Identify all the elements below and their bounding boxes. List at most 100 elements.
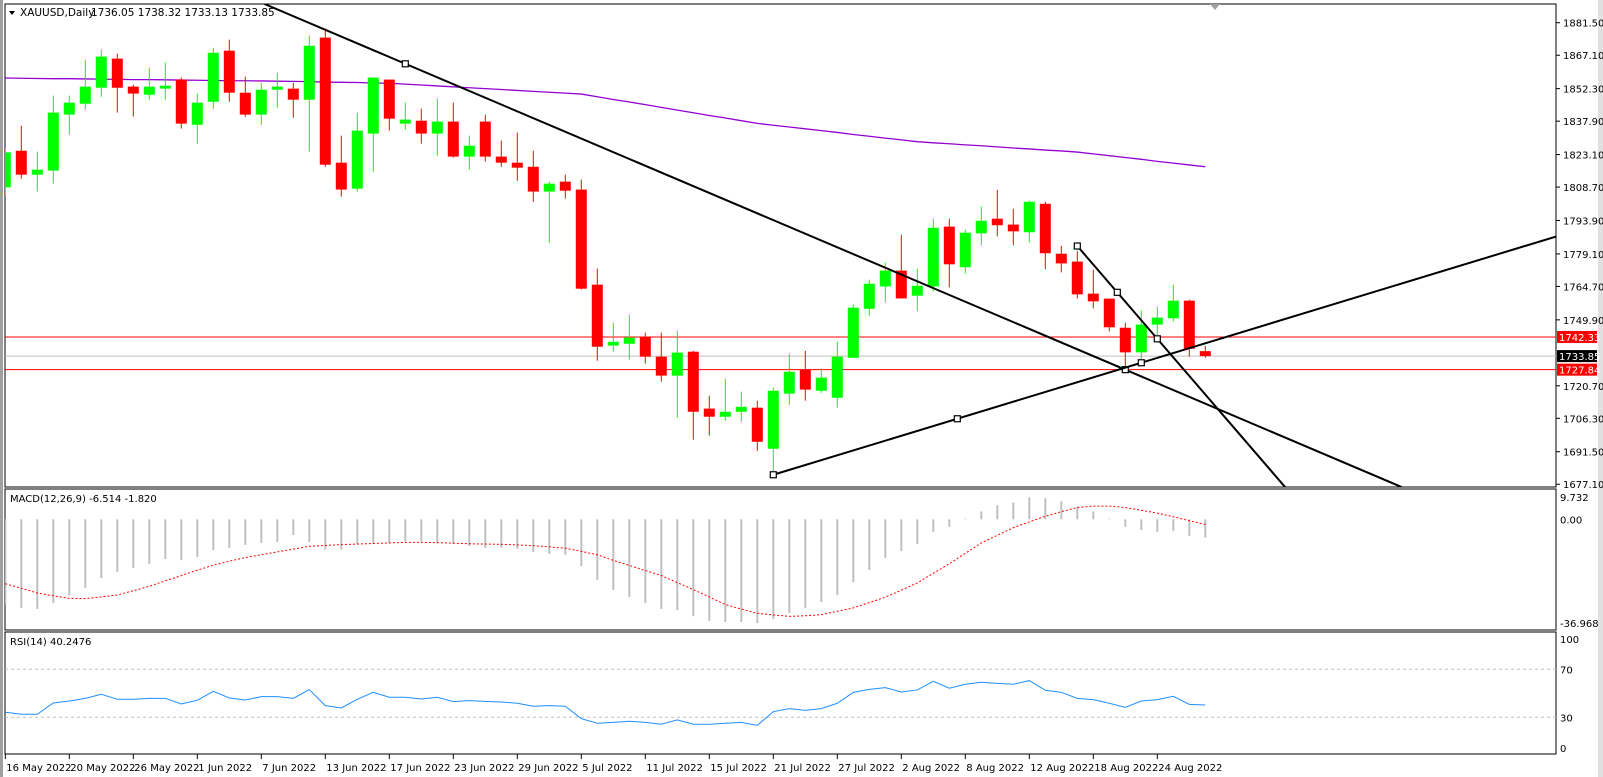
date-tick-label: 29 Jun 2022: [518, 763, 578, 774]
date-tick-label: 8 Aug 2022: [966, 763, 1024, 774]
candle-body: [479, 121, 491, 157]
candle-body: [655, 356, 667, 376]
trendline-anchor-handle[interactable]: [1113, 288, 1121, 296]
candle-body: [1039, 203, 1051, 254]
candle: [415, 108, 427, 144]
price-tick-label: 1720.70: [1563, 382, 1603, 393]
candle: [463, 135, 475, 170]
candle: [591, 268, 603, 361]
price-tick-label: 1691.50: [1563, 448, 1603, 459]
candle-body: [463, 145, 475, 157]
candle-body: [1183, 300, 1195, 349]
window-left-edge: [0, 0, 3, 777]
candle: [159, 62, 171, 100]
candle: [191, 93, 203, 144]
date-tick-label: 21 Jul 2022: [774, 763, 831, 774]
rsi-tick-label: 30: [1560, 713, 1573, 724]
rsi-tick-label: 100: [1560, 635, 1579, 646]
candle-body: [191, 102, 203, 125]
candle-body: [543, 183, 555, 192]
candle-body: [799, 369, 811, 390]
date-tick-label: 2 Aug 2022: [902, 763, 960, 774]
chart-shift-marker-icon[interactable]: [1210, 4, 1220, 10]
candle-body: [511, 162, 523, 168]
candle: [719, 378, 731, 421]
trendline-anchor-handle[interactable]: [401, 60, 409, 68]
candle-body: [1119, 327, 1131, 353]
date-tick-label: 23 Jun 2022: [454, 763, 514, 774]
candle: [543, 181, 555, 243]
trendline-anchor-handle[interactable]: [1137, 359, 1145, 367]
candle: [31, 151, 43, 192]
ohlc-readout: 1736.05 1738.32 1733.13 1733.85: [91, 7, 275, 19]
trendline-anchor-handle[interactable]: [1153, 335, 1161, 343]
candle-body: [351, 130, 363, 189]
candle-body: [239, 92, 251, 115]
candle-body: [95, 56, 107, 88]
candle: [399, 102, 411, 130]
rsi-title: RSI(14) 40.2476: [10, 637, 91, 648]
candle-body: [783, 371, 795, 394]
candle-body: [687, 351, 699, 412]
candle-body: [159, 85, 171, 89]
window-right-edge: [1598, 0, 1603, 777]
candle: [1087, 269, 1099, 309]
price-tick-label: 1837.90: [1563, 117, 1603, 128]
price-tick-label: 1793.90: [1563, 217, 1603, 228]
dropdown-triangle-icon[interactable]: [9, 11, 15, 15]
candle-body: [703, 408, 715, 417]
price-tick-label: 1852.30: [1563, 85, 1603, 96]
candle: [303, 35, 315, 152]
price-panel[interactable]: [4, 3, 1557, 488]
candle-body: [895, 270, 907, 299]
candle: [239, 76, 251, 117]
candle-body: [175, 79, 187, 124]
candle: [383, 79, 395, 131]
candle: [863, 279, 875, 316]
candle: [559, 174, 571, 199]
trendline-anchor-handle[interactable]: [953, 415, 961, 423]
candle-body: [1167, 300, 1179, 319]
candle-body: [1087, 293, 1099, 302]
candle-body: [735, 406, 747, 412]
trendline[interactable]: [773, 235, 1556, 476]
macd-panel[interactable]: [4, 488, 1557, 631]
candle-body: [367, 77, 379, 134]
candle: [271, 72, 283, 108]
candle: [127, 84, 139, 117]
candle-body: [751, 407, 763, 442]
candle-body: [127, 86, 139, 94]
macd-tick-label: -36.968: [1560, 619, 1599, 630]
candle-body: [607, 341, 619, 346]
price-tick-label: 1706.30: [1563, 414, 1603, 425]
candle-body: [495, 156, 507, 163]
candle: [623, 314, 635, 360]
trendline[interactable]: [1076, 245, 1286, 487]
macd-title: MACD(12,26,9) -6.514 -1.820: [10, 494, 157, 505]
candle-body: [319, 37, 331, 165]
candle: [783, 353, 795, 405]
trendline[interactable]: [264, 4, 1402, 487]
candle: [479, 114, 491, 162]
candle: [431, 98, 443, 156]
candle-body: [415, 120, 427, 134]
candle: [1119, 322, 1131, 370]
candle: [703, 395, 715, 436]
price-line-tag: [1557, 330, 1597, 343]
candle: [5, 148, 11, 196]
candle: [975, 206, 987, 246]
candle: [207, 47, 219, 109]
candle-body: [671, 352, 683, 376]
candle-body: [271, 86, 283, 90]
trendline-anchor-handle[interactable]: [769, 471, 777, 479]
trendline-anchor-handle[interactable]: [1073, 242, 1081, 250]
candle: [47, 95, 59, 184]
candle: [991, 189, 1003, 237]
candle: [799, 350, 811, 401]
candle-body: [447, 121, 459, 157]
candle-body: [399, 119, 411, 124]
rsi-panel[interactable]: [4, 631, 1557, 755]
candle: [1103, 298, 1115, 332]
macd-tick-label: 0.00: [1560, 515, 1582, 526]
